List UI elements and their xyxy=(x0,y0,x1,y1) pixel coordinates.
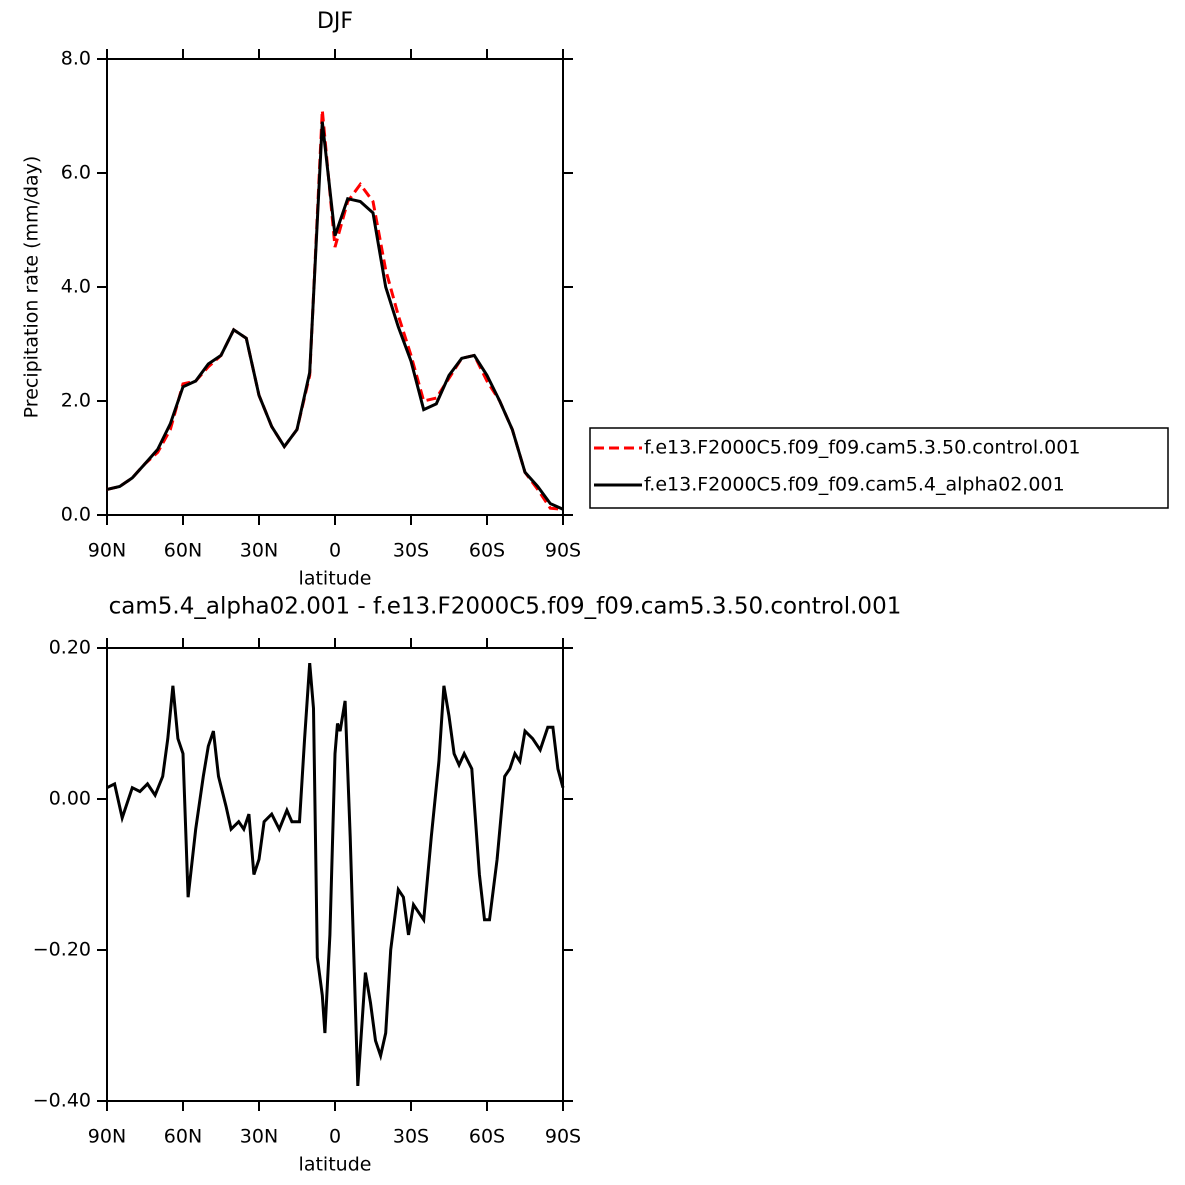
plot-frame xyxy=(106,58,564,516)
legend-box xyxy=(589,427,1169,509)
y-tick-label: 0.20 xyxy=(49,637,91,659)
data-line xyxy=(106,121,564,511)
x-tick-label: 30S xyxy=(393,540,429,562)
x-axis-label: latitude xyxy=(299,568,372,590)
chart-title: DJF xyxy=(317,9,353,34)
x-tick-label: 60S xyxy=(469,540,505,562)
y-tick-label: 2.0 xyxy=(61,390,91,412)
x-tick-label: 90S xyxy=(545,540,581,562)
y-tick-label: 8.0 xyxy=(61,48,91,70)
legend-label: f.e13.F2000C5.f09_f09.cam5.3.50.control.… xyxy=(644,437,1080,459)
y-axis-label: Precipitation rate (mm/day) xyxy=(21,156,43,419)
x-tick-label: 0 xyxy=(329,1126,341,1148)
x-axis-label: latitude xyxy=(299,1154,372,1176)
x-tick-label: 60S xyxy=(469,1126,505,1148)
x-tick-label: 0 xyxy=(329,540,341,562)
x-tick-label: 60N xyxy=(164,1126,202,1148)
legend-label: f.e13.F2000C5.f09_f09.cam5.4_alpha02.001 xyxy=(644,474,1065,496)
data-line xyxy=(106,110,564,511)
x-tick-label: 30S xyxy=(393,1126,429,1148)
y-tick-label: 4.0 xyxy=(61,276,91,298)
y-tick-label: 0.00 xyxy=(49,788,91,810)
data-line xyxy=(106,662,565,1087)
x-tick-label: 90N xyxy=(88,540,126,562)
x-tick-label: 60N xyxy=(164,540,202,562)
chart-title: cam5.4_alpha02.001 - f.e13.F2000C5.f09_f… xyxy=(109,594,902,620)
y-tick-label: 6.0 xyxy=(61,162,91,184)
y-tick-label: 0.0 xyxy=(61,504,91,526)
y-tick-label: −0.20 xyxy=(33,939,91,961)
x-tick-label: 30N xyxy=(240,1126,278,1148)
y-tick-label: −0.40 xyxy=(33,1090,91,1112)
x-tick-label: 90S xyxy=(545,1126,581,1148)
x-tick-label: 30N xyxy=(240,540,278,562)
x-tick-label: 90N xyxy=(88,1126,126,1148)
